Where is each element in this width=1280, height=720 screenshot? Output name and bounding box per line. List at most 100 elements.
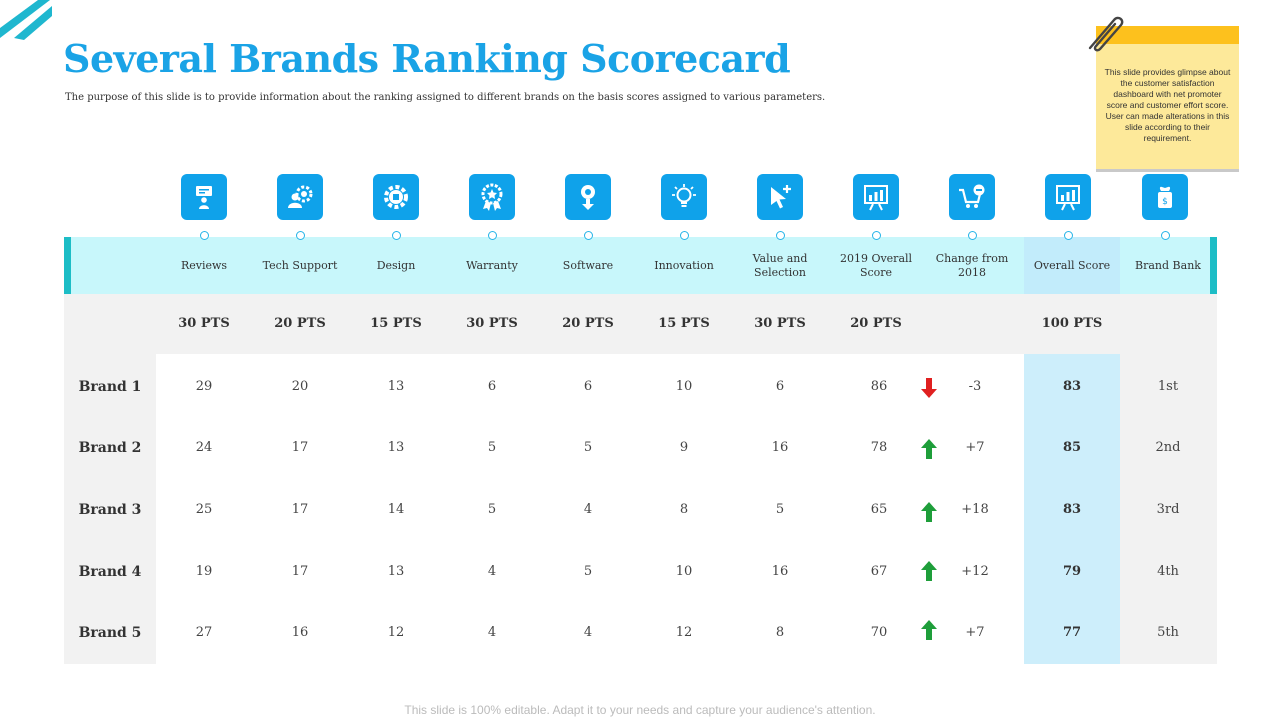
points-software: 20 PTS — [562, 316, 614, 331]
score-cell: 8 — [679, 502, 689, 517]
page-subtitle: The purpose of this slide is to provide … — [65, 92, 826, 103]
brand-rank-cell: 1st — [1157, 379, 1179, 394]
score-cell: 5 — [775, 502, 785, 517]
score-cell: 13 — [387, 440, 405, 455]
score-cell: 65 — [870, 502, 888, 517]
score-cell: 8 — [775, 625, 785, 640]
connector-dot — [776, 231, 785, 240]
points-warranty: 30 PTS — [466, 316, 518, 331]
overall-score-cell: 83 — [1062, 379, 1082, 394]
overall-score-cell: 83 — [1062, 502, 1082, 517]
score-cell: 14 — [387, 502, 405, 517]
score-cell: 6 — [583, 379, 593, 394]
points-tech-support: 20 PTS — [274, 316, 326, 331]
brand-name: Brand 2 — [78, 440, 142, 456]
page-title: Several Brands Ranking Scorecard — [63, 36, 791, 81]
column-header-value-selection: Value and Selection — [752, 251, 808, 279]
trend-down-arrow-icon — [921, 378, 937, 398]
score-cell: 5 — [487, 440, 497, 455]
score-cell: 4 — [487, 564, 497, 579]
score-cell: 17 — [291, 440, 309, 455]
brand-rank-cell: 3rd — [1156, 502, 1180, 517]
header-left-accent — [64, 237, 71, 294]
software-download-icon — [565, 174, 611, 220]
change-cell: +7 — [965, 625, 985, 640]
trend-up-arrow-icon — [921, 620, 937, 640]
trend-up-arrow-icon — [921, 439, 937, 459]
overall-score-cell: 85 — [1062, 440, 1082, 455]
design-gear-icon — [373, 174, 419, 220]
score-cell: 4 — [487, 625, 497, 640]
sticky-note: This slide provides glimpse about the cu… — [1096, 26, 1239, 172]
score-cell: 13 — [387, 379, 405, 394]
column-header-brand-bank: Brand Bank — [1135, 258, 1201, 272]
header-overall-highlight — [1024, 237, 1120, 294]
column-header-2019-overall: 2019 Overall Score — [839, 251, 913, 279]
change-cell: +12 — [961, 564, 989, 579]
brand-name: Brand 5 — [78, 625, 142, 641]
points-reviews: 30 PTS — [178, 316, 230, 331]
score-cell: 9 — [679, 440, 689, 455]
score-cell: 6 — [487, 379, 497, 394]
support-gear-icon — [277, 174, 323, 220]
award-badge-icon — [469, 174, 515, 220]
connector-dot — [488, 231, 497, 240]
score-cell: 6 — [775, 379, 785, 394]
trend-up-arrow-icon — [921, 561, 937, 581]
score-cell: 12 — [387, 625, 405, 640]
points-value-selection: 30 PTS — [754, 316, 806, 331]
sticky-note-band — [1096, 26, 1239, 44]
points-design: 15 PTS — [370, 316, 422, 331]
trend-up-arrow-icon — [921, 502, 937, 522]
points-2019-overall: 20 PTS — [850, 316, 902, 331]
points-band — [64, 294, 1217, 354]
change-cell: -3 — [968, 379, 982, 394]
footer-text: This slide is 100% editable. Adapt it to… — [404, 703, 876, 717]
connector-dot — [296, 231, 305, 240]
brand-name: Brand 3 — [78, 502, 142, 518]
score-cell: 10 — [675, 379, 693, 394]
score-cell: 5 — [583, 564, 593, 579]
change-cell: +7 — [965, 440, 985, 455]
column-header-software: Software — [562, 258, 614, 272]
score-cell: 5 — [583, 440, 593, 455]
score-cell: 12 — [675, 625, 693, 640]
points-overall-score: 100 PTS — [1041, 316, 1103, 331]
paperclip-icon — [1088, 16, 1124, 52]
brand-rank-cell: 4th — [1157, 564, 1179, 579]
score-cell: 16 — [771, 564, 789, 579]
score-cell: 29 — [195, 379, 213, 394]
overall-score-cell: 77 — [1062, 625, 1082, 640]
sticky-note-text: This slide provides glimpse about the cu… — [1104, 67, 1231, 143]
score-cell: 25 — [195, 502, 213, 517]
connector-dot — [968, 231, 977, 240]
score-cell: 4 — [583, 625, 593, 640]
score-cell: 20 — [291, 379, 309, 394]
brand-column-bg — [64, 354, 156, 664]
column-header-change: Change from 2018 — [935, 251, 1009, 279]
chart-board-icon — [1045, 174, 1091, 220]
score-cell: 19 — [195, 564, 213, 579]
column-header-innovation: Innovation — [654, 258, 714, 272]
column-header-design: Design — [376, 258, 416, 272]
score-cell: 24 — [195, 440, 213, 455]
connector-dot — [1064, 231, 1073, 240]
score-cell: 70 — [870, 625, 888, 640]
score-cell: 17 — [291, 564, 309, 579]
column-header-reviews: Reviews — [180, 258, 228, 272]
score-cell: 86 — [870, 379, 888, 394]
connector-dot — [680, 231, 689, 240]
brand-rank-column-bg — [1120, 354, 1217, 664]
brand-name: Brand 1 — [78, 379, 142, 395]
score-cell: 27 — [195, 625, 213, 640]
header-right-accent — [1210, 237, 1217, 294]
column-header-tech-support: Tech Support — [262, 258, 338, 272]
score-cell: 67 — [870, 564, 888, 579]
score-cell: 78 — [870, 440, 888, 455]
money-bag-icon: $ — [1142, 174, 1188, 220]
svg-text:$: $ — [1162, 197, 1168, 207]
column-header-overall-score: Overall Score — [1033, 258, 1111, 272]
connector-dot — [200, 231, 209, 240]
connector-dot — [392, 231, 401, 240]
connector-dot — [584, 231, 593, 240]
